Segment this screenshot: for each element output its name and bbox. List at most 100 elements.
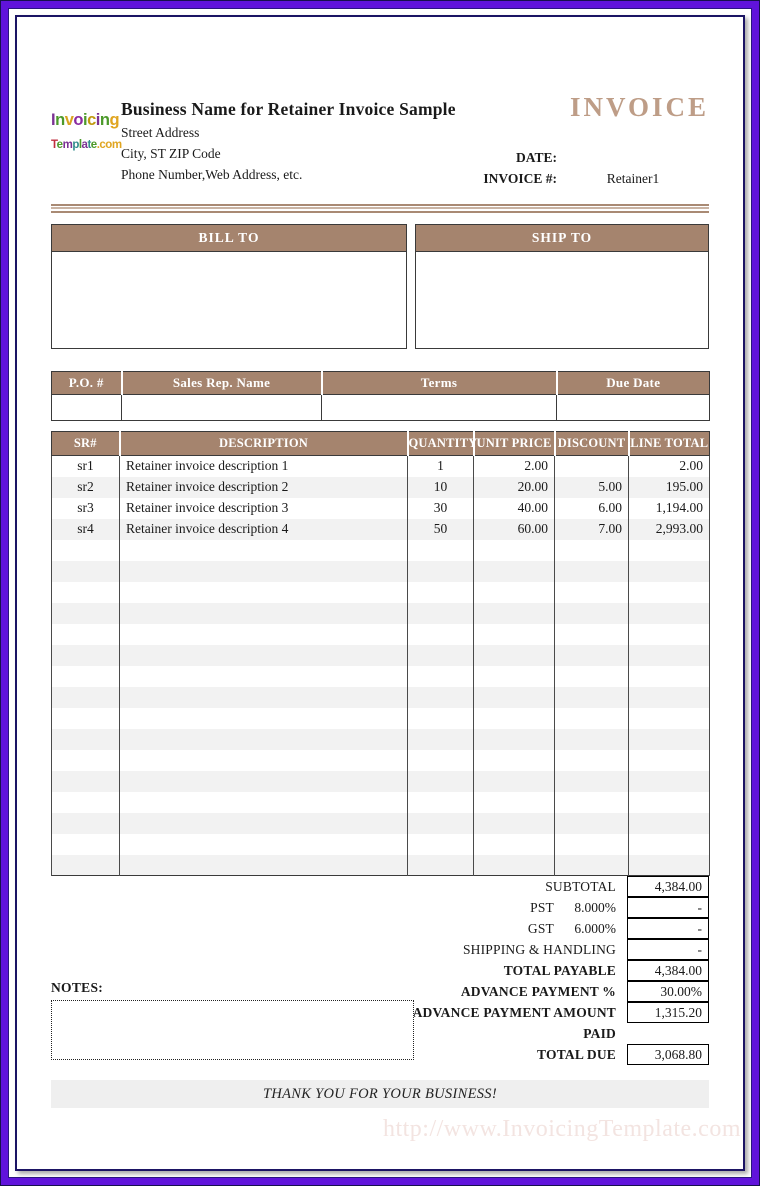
item-discount[interactable] xyxy=(554,581,629,603)
item-discount[interactable]: 5.00 xyxy=(554,476,629,498)
total-tax-rate[interactable]: 8.000% xyxy=(574,899,616,915)
company-street-address[interactable]: Street Address xyxy=(121,125,200,140)
item-sr[interactable] xyxy=(51,707,120,729)
item-description[interactable] xyxy=(119,602,408,624)
item-unit-price[interactable] xyxy=(473,623,555,645)
item-quantity[interactable] xyxy=(407,644,474,666)
total-value-box[interactable]: - xyxy=(627,897,709,918)
invoice-field-value[interactable]: Retainer1 xyxy=(606,170,660,186)
item-unit-price[interactable] xyxy=(473,665,555,687)
item-sr[interactable] xyxy=(51,854,120,876)
bill-to-field[interactable] xyxy=(52,252,406,348)
item-sr[interactable]: sr3 xyxy=(51,497,120,519)
total-value-box[interactable] xyxy=(627,1023,709,1044)
item-quantity[interactable] xyxy=(407,791,474,813)
item-description[interactable] xyxy=(119,707,408,729)
item-quantity[interactable] xyxy=(407,539,474,561)
item-description[interactable] xyxy=(119,623,408,645)
item-description[interactable] xyxy=(119,728,408,750)
item-line-total[interactable] xyxy=(628,602,710,624)
item-discount[interactable] xyxy=(554,455,629,477)
item-line-total[interactable] xyxy=(628,560,710,582)
item-line-total[interactable] xyxy=(628,581,710,603)
total-value-box[interactable]: - xyxy=(627,939,709,960)
item-unit-price[interactable] xyxy=(473,560,555,582)
item-sr[interactable] xyxy=(51,833,120,855)
item-discount[interactable]: 6.00 xyxy=(554,497,629,519)
item-description[interactable]: Retainer invoice description 1 xyxy=(119,455,408,477)
item-description[interactable] xyxy=(119,833,408,855)
item-unit-price[interactable] xyxy=(473,644,555,666)
item-quantity[interactable] xyxy=(407,749,474,771)
total-value-box[interactable]: 4,384.00 xyxy=(627,876,709,897)
item-quantity[interactable] xyxy=(407,602,474,624)
item-sr[interactable] xyxy=(51,749,120,771)
item-description[interactable]: Retainer invoice description 3 xyxy=(119,497,408,519)
item-line-total[interactable]: 2.00 xyxy=(628,455,710,477)
item-sr[interactable]: sr1 xyxy=(51,455,120,477)
item-unit-price[interactable] xyxy=(473,854,555,876)
terms-field[interactable] xyxy=(321,394,557,421)
item-line-total[interactable] xyxy=(628,791,710,813)
item-sr[interactable] xyxy=(51,602,120,624)
item-discount[interactable] xyxy=(554,539,629,561)
item-discount[interactable] xyxy=(554,665,629,687)
total-value-box[interactable]: 1,315.20 xyxy=(627,1002,709,1023)
item-unit-price[interactable] xyxy=(473,602,555,624)
item-sr[interactable] xyxy=(51,770,120,792)
item-discount[interactable] xyxy=(554,728,629,750)
item-discount[interactable] xyxy=(554,791,629,813)
po-number-field[interactable] xyxy=(51,394,122,421)
item-quantity[interactable] xyxy=(407,560,474,582)
item-sr[interactable] xyxy=(51,665,120,687)
item-unit-price[interactable]: 2.00 xyxy=(473,455,555,477)
item-discount[interactable] xyxy=(554,644,629,666)
item-unit-price[interactable] xyxy=(473,791,555,813)
item-discount[interactable] xyxy=(554,770,629,792)
item-quantity[interactable] xyxy=(407,812,474,834)
item-line-total[interactable] xyxy=(628,833,710,855)
item-description[interactable] xyxy=(119,560,408,582)
item-quantity[interactable] xyxy=(407,623,474,645)
item-sr[interactable] xyxy=(51,728,120,750)
item-unit-price[interactable] xyxy=(473,749,555,771)
item-sr[interactable] xyxy=(51,791,120,813)
company-city-line[interactable]: City, ST ZIP Code xyxy=(121,146,221,161)
item-sr[interactable] xyxy=(51,581,120,603)
item-line-total[interactable] xyxy=(628,686,710,708)
item-unit-price[interactable]: 60.00 xyxy=(473,518,555,540)
item-description[interactable] xyxy=(119,812,408,834)
item-quantity[interactable] xyxy=(407,833,474,855)
item-quantity[interactable]: 10 xyxy=(407,476,474,498)
total-value-box[interactable]: 4,384.00 xyxy=(627,960,709,981)
item-sr[interactable] xyxy=(51,539,120,561)
item-unit-price[interactable] xyxy=(473,686,555,708)
notes-field[interactable] xyxy=(51,1000,414,1060)
item-discount[interactable] xyxy=(554,623,629,645)
item-line-total[interactable] xyxy=(628,854,710,876)
item-sr[interactable] xyxy=(51,644,120,666)
item-discount[interactable] xyxy=(554,707,629,729)
item-line-total[interactable] xyxy=(628,707,710,729)
item-description[interactable] xyxy=(119,770,408,792)
company-name[interactable]: Business Name for Retainer Invoice Sampl… xyxy=(121,99,456,119)
item-line-total[interactable]: 2,993.00 xyxy=(628,518,710,540)
item-description[interactable] xyxy=(119,665,408,687)
item-discount[interactable] xyxy=(554,560,629,582)
item-unit-price[interactable] xyxy=(473,770,555,792)
item-line-total[interactable] xyxy=(628,728,710,750)
item-description[interactable] xyxy=(119,581,408,603)
item-line-total[interactable] xyxy=(628,665,710,687)
item-description[interactable] xyxy=(119,644,408,666)
item-line-total[interactable]: 195.00 xyxy=(628,476,710,498)
item-unit-price[interactable]: 40.00 xyxy=(473,497,555,519)
item-quantity[interactable]: 50 xyxy=(407,518,474,540)
item-line-total[interactable] xyxy=(628,644,710,666)
item-sr[interactable] xyxy=(51,686,120,708)
item-discount[interactable] xyxy=(554,854,629,876)
item-discount[interactable]: 7.00 xyxy=(554,518,629,540)
item-unit-price[interactable] xyxy=(473,581,555,603)
item-sr[interactable] xyxy=(51,623,120,645)
item-discount[interactable] xyxy=(554,749,629,771)
item-quantity[interactable]: 1 xyxy=(407,455,474,477)
